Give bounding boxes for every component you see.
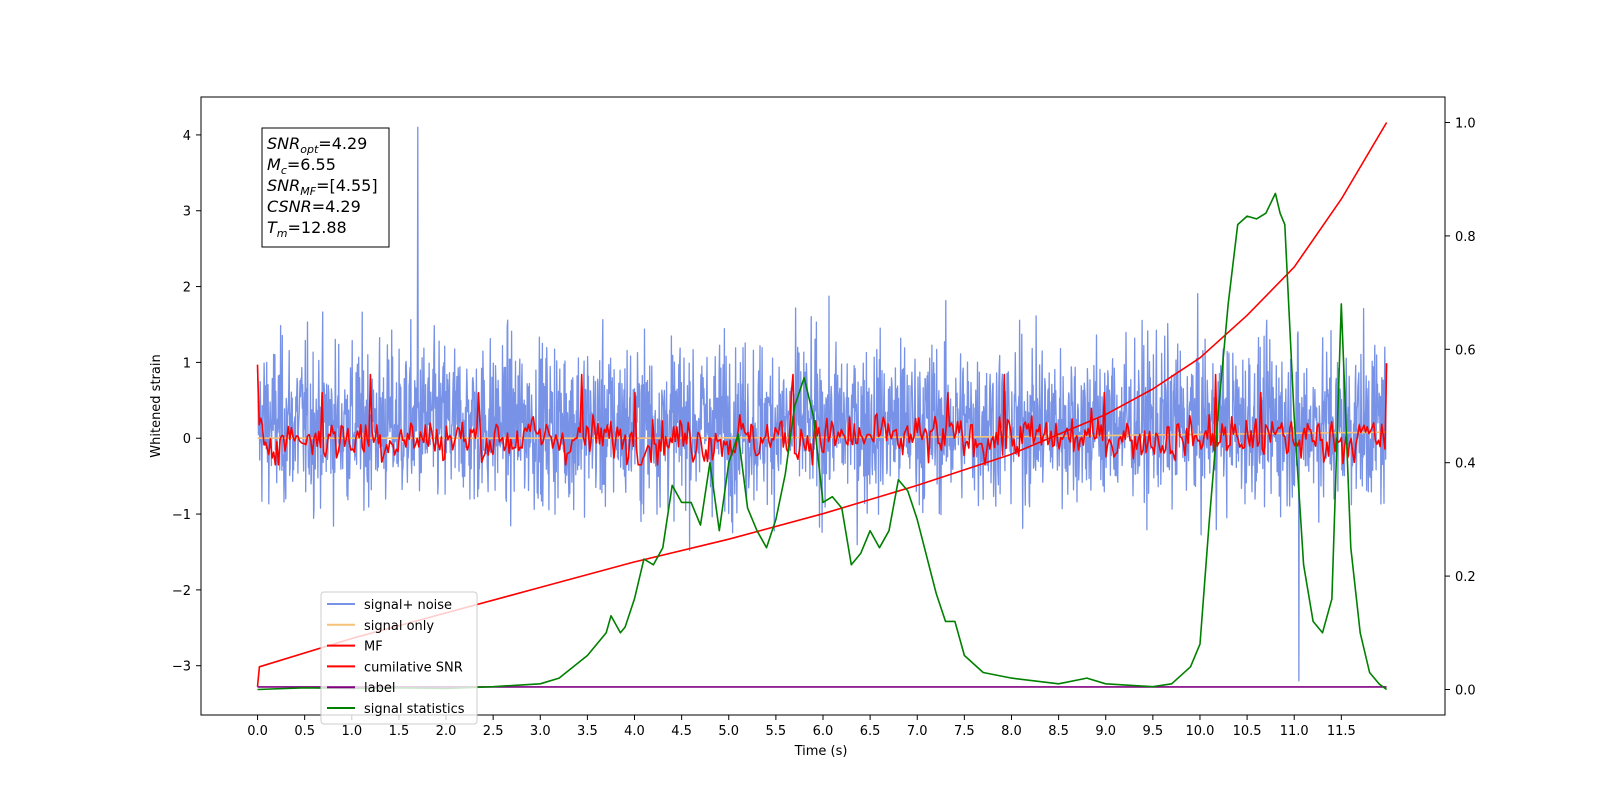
y-tick-label: −2 — [172, 584, 191, 599]
y-axis-left: 4 3 2 1 0 −1 −2 −3 — [172, 129, 201, 675]
y-tick-label: 4 — [183, 129, 191, 144]
annotation-subscript: opt — [300, 143, 319, 156]
y-tick-label: 2 — [183, 281, 191, 296]
x-tick-label: 7.0 — [907, 724, 928, 739]
y-tick-label: 1 — [183, 356, 191, 371]
y-axis-right: 1.0 0.8 0.6 0.4 0.2 0.0 — [1445, 117, 1476, 698]
legend-label: MF — [364, 640, 383, 655]
legend: signal+ noise signal only MF cumilative SNR… — [320, 591, 478, 725]
legend-label: cumilative SNR — [364, 660, 463, 675]
x-tick-label: 3.5 — [577, 724, 598, 739]
annotation-frame — [261, 127, 390, 248]
x-tick-label: 8.5 — [1048, 724, 1069, 739]
x-tick-label: 2.5 — [483, 724, 504, 739]
y2-tick-label: 1.0 — [1455, 117, 1476, 132]
y-axis-label: Whitened strain — [149, 354, 164, 457]
annotation-subscript: c — [281, 164, 287, 177]
annotation-value: =12.88 — [288, 218, 347, 237]
x-tick-label: 4.0 — [624, 724, 645, 739]
legend-label: signal statistics — [364, 702, 465, 717]
y-tick-label: −1 — [172, 508, 191, 523]
x-tick-label: 9.0 — [1095, 724, 1116, 739]
x-tick-label: 4.5 — [671, 724, 692, 739]
annotation-symbol: M — [267, 155, 281, 174]
x-axis: 0.0 0.5 1.0 1.5 2.0 2.5 3.0 3.5 4.0 4.5 5.0 5.5 6.0 6… — [247, 715, 1356, 739]
y-tick-label: −3 — [172, 660, 191, 675]
series-line-signal-statistics — [257, 192, 1388, 691]
annotation-value: =4.29 — [318, 134, 367, 153]
annotation-symbol: CSNR — [267, 197, 312, 216]
y-tick-label: 0 — [183, 432, 191, 447]
x-tick-label: 6.0 — [813, 724, 834, 739]
x-tick-label: 7.5 — [954, 724, 975, 739]
legend-label: label — [364, 681, 395, 696]
annotation-subscript: m — [277, 227, 288, 240]
x-tick-label: 2.0 — [436, 724, 457, 739]
annotation-line: SNRopt=4.29 — [267, 134, 367, 156]
y-tick-label: 3 — [183, 205, 191, 220]
annotation-line: Tm=12.88 — [267, 218, 347, 240]
y2-tick-label: 0.6 — [1455, 343, 1476, 358]
x-tick-label: 11.0 — [1280, 724, 1309, 739]
y2-tick-label: 0.4 — [1455, 457, 1476, 472]
y2-tick-label: 0.0 — [1455, 683, 1476, 698]
annotation-value: =4.29 — [312, 197, 361, 216]
x-tick-label: 5.0 — [718, 724, 739, 739]
y2-tick-label: 0.2 — [1455, 570, 1476, 585]
x-tick-label: 1.5 — [389, 724, 410, 739]
annotation-line: CSNR=4.29 — [267, 197, 361, 216]
annotation-symbol: SNR — [267, 134, 300, 153]
annotation-line: Mc=6.55 — [267, 155, 336, 177]
x-axis-label: Time (s) — [794, 744, 848, 759]
legend-frame — [320, 591, 478, 725]
series-line-signal-noise — [256, 126, 1388, 682]
y2-tick-label: 0.8 — [1455, 230, 1476, 245]
x-tick-label: 11.5 — [1327, 724, 1356, 739]
x-tick-label: 6.5 — [860, 724, 881, 739]
annotation-symbol: SNR — [267, 176, 300, 195]
x-tick-label: 1.0 — [341, 724, 362, 739]
series-line-mf — [256, 363, 1388, 466]
x-tick-label: 0.0 — [247, 724, 268, 739]
annotation-subscript: MF — [300, 185, 316, 198]
x-tick-label: 8.0 — [1001, 724, 1022, 739]
annotation-line: SNRMF=[4.55] — [267, 176, 378, 198]
x-tick-label: 10.5 — [1233, 724, 1262, 739]
annotation-symbol: T — [267, 218, 278, 237]
legend-label: signal+ noise — [364, 598, 452, 613]
x-tick-label: 10.0 — [1185, 724, 1214, 739]
annotation-value: =6.55 — [287, 155, 336, 174]
x-tick-label: 9.5 — [1143, 724, 1164, 739]
x-tick-label: 0.5 — [294, 724, 315, 739]
x-tick-label: 3.0 — [530, 724, 551, 739]
legend-label: signal only — [364, 619, 434, 634]
x-tick-label: 5.5 — [766, 724, 787, 739]
annotation-box: SNRopt=4.29Mc=6.55SNRMF=[4.55]CSNR=4.29T… — [261, 127, 390, 248]
annotation-value: =[4.55] — [316, 176, 378, 195]
